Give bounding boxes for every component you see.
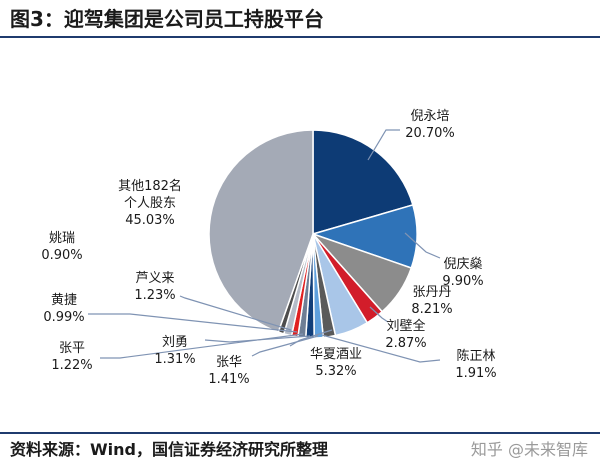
- leader-line: [321, 334, 441, 363]
- slice-percent: 1.23%: [134, 288, 175, 303]
- slice-percent: 0.90%: [41, 248, 82, 263]
- slice-name: 陈正林: [456, 348, 495, 364]
- slice-name: 个人股东: [124, 196, 176, 211]
- leader-line: [251, 335, 319, 357]
- leader-lines: [88, 129, 441, 363]
- slice-label: 刘勇 1.31%: [154, 335, 195, 367]
- slice-labels: 倪永培 20.70% 倪庆燊 9.90%张丹丹 8.21%刘壁全 2.87% 华夏酒业 5.3…: [41, 108, 496, 387]
- watermark: 知乎 @未来智库: [470, 440, 588, 459]
- slice-label: 其他182名个人股东 45.03%: [118, 178, 182, 228]
- slice-name: 姚瑞: [49, 231, 75, 246]
- slice-percent: 5.32%: [315, 364, 356, 379]
- slice-percent: 20.70%: [405, 126, 455, 141]
- slice-name: 黄捷: [51, 293, 77, 308]
- leader-line: [289, 329, 333, 347]
- slice-name: 其他182名: [118, 178, 182, 194]
- slice-percent: 45.03%: [125, 213, 175, 228]
- slice-percent: 0.99%: [43, 310, 84, 325]
- pie-slice: [312, 129, 414, 235]
- slice-percent: 1.41%: [208, 372, 249, 387]
- slice-percent: 8.21%: [411, 302, 452, 317]
- source-rule: [0, 432, 600, 434]
- leader-line: [179, 295, 292, 331]
- slice-name: 刘壁全: [386, 318, 425, 334]
- slice-label: 芦义来 1.23%: [134, 271, 175, 303]
- leader-line: [369, 306, 389, 323]
- slice-name: 倪庆燊: [443, 256, 482, 272]
- slice-label: 倪永培 20.70%: [405, 108, 455, 141]
- slice-name: 张平: [59, 341, 85, 356]
- slice-label: 黄捷 0.99%: [43, 293, 84, 325]
- leader-line: [404, 232, 441, 259]
- slice-label: 张丹丹 8.21%: [411, 285, 452, 317]
- slice-label: 华夏酒业 5.32%: [310, 347, 362, 379]
- slice-percent: 1.22%: [51, 358, 92, 373]
- source-note: 资料来源：Wind，国信证券经济研究所整理: [10, 440, 328, 459]
- slice-name: 芦义来: [135, 271, 174, 286]
- slice-percent: 2.87%: [385, 336, 426, 351]
- leader-line: [367, 129, 400, 161]
- slice-label: 张华 1.41%: [208, 355, 249, 387]
- leader-line: [88, 313, 298, 333]
- slice-label: 张平 1.22%: [51, 341, 92, 373]
- slice-percent: 1.31%: [154, 352, 195, 367]
- leader-line: [204, 335, 311, 343]
- slice-name: 华夏酒业: [310, 347, 362, 362]
- slice-label: 刘壁全 2.87%: [385, 318, 426, 351]
- slice-name: 张丹丹: [412, 285, 451, 300]
- pie-slices: [208, 129, 418, 339]
- slice-label: 倪庆燊 9.90%: [442, 256, 483, 289]
- slice-name: 倪永培: [410, 108, 449, 124]
- slice-name: 刘勇: [162, 335, 188, 350]
- slice-label: 陈正林 1.91%: [455, 348, 496, 381]
- slice-percent: 1.91%: [455, 366, 496, 381]
- title-rule: [0, 36, 600, 38]
- leader-line: [100, 333, 304, 359]
- pie-slice: [208, 129, 314, 333]
- slice-name: 张华: [216, 355, 242, 370]
- slice-percent: 9.90%: [442, 274, 483, 289]
- chart-title: 图3：迎驾集团是公司员工持股平台: [10, 7, 324, 31]
- slice-label: 姚瑞 0.90%: [41, 231, 82, 263]
